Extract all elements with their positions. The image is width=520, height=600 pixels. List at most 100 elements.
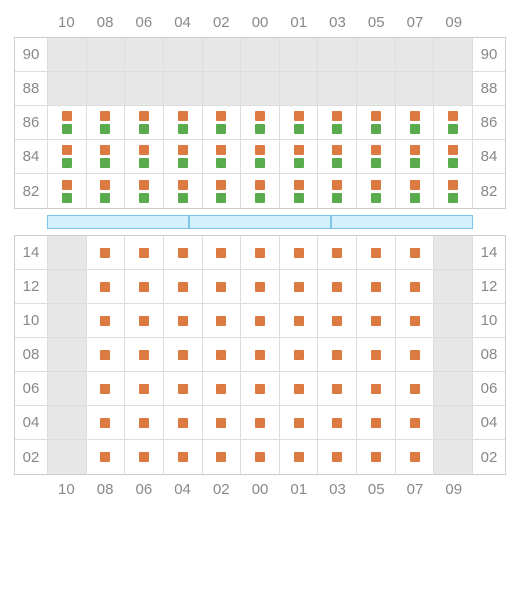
seat-cell[interactable] bbox=[203, 140, 242, 173]
seat-cell[interactable] bbox=[125, 106, 164, 139]
seat-cell[interactable] bbox=[164, 174, 203, 208]
seat-cell[interactable] bbox=[396, 236, 435, 269]
bottom-column-labels: 1008060402000103050709 bbox=[14, 475, 506, 504]
seat-cell[interactable] bbox=[280, 174, 319, 208]
seat-cell[interactable] bbox=[203, 304, 242, 337]
seat-cell[interactable] bbox=[125, 304, 164, 337]
seat-cell[interactable] bbox=[164, 304, 203, 337]
seat-cell[interactable] bbox=[434, 106, 472, 139]
seat-cell[interactable] bbox=[318, 174, 357, 208]
seat-cell[interactable] bbox=[396, 106, 435, 139]
row-label-left: 10 bbox=[15, 304, 48, 337]
seat-cell[interactable] bbox=[125, 236, 164, 269]
seat-cell[interactable] bbox=[318, 140, 357, 173]
seat-cell bbox=[434, 270, 472, 303]
seat-cell[interactable] bbox=[357, 174, 396, 208]
seat-cell[interactable] bbox=[87, 236, 126, 269]
seat-cell[interactable] bbox=[280, 372, 319, 405]
seat-cell[interactable] bbox=[125, 338, 164, 371]
seat-cell[interactable] bbox=[280, 140, 319, 173]
seat-cell[interactable] bbox=[87, 372, 126, 405]
seat-cell[interactable] bbox=[318, 372, 357, 405]
seat-cell[interactable] bbox=[396, 338, 435, 371]
seat-cell[interactable] bbox=[241, 270, 280, 303]
seat-cell[interactable] bbox=[125, 406, 164, 439]
seat-cell[interactable] bbox=[164, 236, 203, 269]
seat-cell[interactable] bbox=[434, 140, 472, 173]
seat-cell[interactable] bbox=[357, 304, 396, 337]
seat-cell[interactable] bbox=[241, 304, 280, 337]
seat-cell[interactable] bbox=[125, 440, 164, 474]
seat-cell[interactable] bbox=[87, 406, 126, 439]
seat-cell[interactable] bbox=[164, 106, 203, 139]
seat-cell[interactable] bbox=[318, 270, 357, 303]
seat-cell[interactable] bbox=[318, 338, 357, 371]
seat-cell[interactable] bbox=[125, 372, 164, 405]
seat-cell[interactable] bbox=[203, 338, 242, 371]
seat-cell[interactable] bbox=[87, 440, 126, 474]
seat-cell[interactable] bbox=[241, 236, 280, 269]
seat-cell[interactable] bbox=[203, 372, 242, 405]
seat-cell[interactable] bbox=[164, 140, 203, 173]
seat-cell[interactable] bbox=[396, 174, 435, 208]
seat-cell[interactable] bbox=[241, 174, 280, 208]
seat-cell[interactable] bbox=[280, 106, 319, 139]
seat-cell[interactable] bbox=[396, 440, 435, 474]
seat-cell[interactable] bbox=[241, 338, 280, 371]
seat-cell[interactable] bbox=[87, 106, 126, 139]
seat-cell[interactable] bbox=[396, 304, 435, 337]
seat-cell[interactable] bbox=[280, 338, 319, 371]
seat-cell[interactable] bbox=[87, 174, 126, 208]
seat-cell[interactable] bbox=[396, 406, 435, 439]
seat-cell[interactable] bbox=[241, 406, 280, 439]
seat-cell[interactable] bbox=[203, 174, 242, 208]
seat-cell[interactable] bbox=[357, 338, 396, 371]
seat-cell[interactable] bbox=[87, 304, 126, 337]
seat-cell[interactable] bbox=[203, 440, 242, 474]
seat-cell[interactable] bbox=[241, 372, 280, 405]
seat-cell[interactable] bbox=[125, 270, 164, 303]
seat-cell[interactable] bbox=[203, 106, 242, 139]
seat-cell[interactable] bbox=[87, 338, 126, 371]
seat-cell[interactable] bbox=[396, 270, 435, 303]
seat-cell[interactable] bbox=[434, 174, 472, 208]
seat-cell[interactable] bbox=[164, 372, 203, 405]
seat-cell[interactable] bbox=[87, 140, 126, 173]
seat-cell[interactable] bbox=[48, 106, 87, 139]
seat-cell[interactable] bbox=[164, 406, 203, 439]
seat-cell[interactable] bbox=[241, 106, 280, 139]
seat-cell[interactable] bbox=[164, 440, 203, 474]
seat-cell[interactable] bbox=[48, 174, 87, 208]
seat-cell[interactable] bbox=[396, 140, 435, 173]
seat-cell[interactable] bbox=[280, 304, 319, 337]
seat-cell[interactable] bbox=[203, 236, 242, 269]
seat-cell[interactable] bbox=[318, 106, 357, 139]
seat-cell[interactable] bbox=[164, 270, 203, 303]
seat-cell[interactable] bbox=[396, 372, 435, 405]
seat-cell[interactable] bbox=[357, 270, 396, 303]
seat-cell[interactable] bbox=[87, 270, 126, 303]
seat-cell[interactable] bbox=[280, 236, 319, 269]
seat-cell[interactable] bbox=[357, 372, 396, 405]
seat-cell[interactable] bbox=[357, 440, 396, 474]
seat-cell[interactable] bbox=[203, 406, 242, 439]
seat-cell[interactable] bbox=[318, 304, 357, 337]
seat-cell[interactable] bbox=[48, 140, 87, 173]
seat-cell[interactable] bbox=[357, 140, 396, 173]
seat-cell[interactable] bbox=[203, 270, 242, 303]
seat-cell[interactable] bbox=[241, 440, 280, 474]
seat-cell[interactable] bbox=[125, 174, 164, 208]
seat-cell[interactable] bbox=[164, 338, 203, 371]
seat-cell[interactable] bbox=[357, 106, 396, 139]
seat-cell[interactable] bbox=[125, 140, 164, 173]
seat-cell[interactable] bbox=[241, 140, 280, 173]
seat-cell[interactable] bbox=[318, 440, 357, 474]
seat-cell[interactable] bbox=[280, 406, 319, 439]
seat-cell[interactable] bbox=[357, 236, 396, 269]
seat-cell[interactable] bbox=[318, 236, 357, 269]
seat-cell[interactable] bbox=[280, 440, 319, 474]
seat-cell[interactable] bbox=[318, 406, 357, 439]
seat-cell[interactable] bbox=[357, 406, 396, 439]
seat-dot-orange bbox=[332, 180, 342, 190]
seat-cell[interactable] bbox=[280, 270, 319, 303]
